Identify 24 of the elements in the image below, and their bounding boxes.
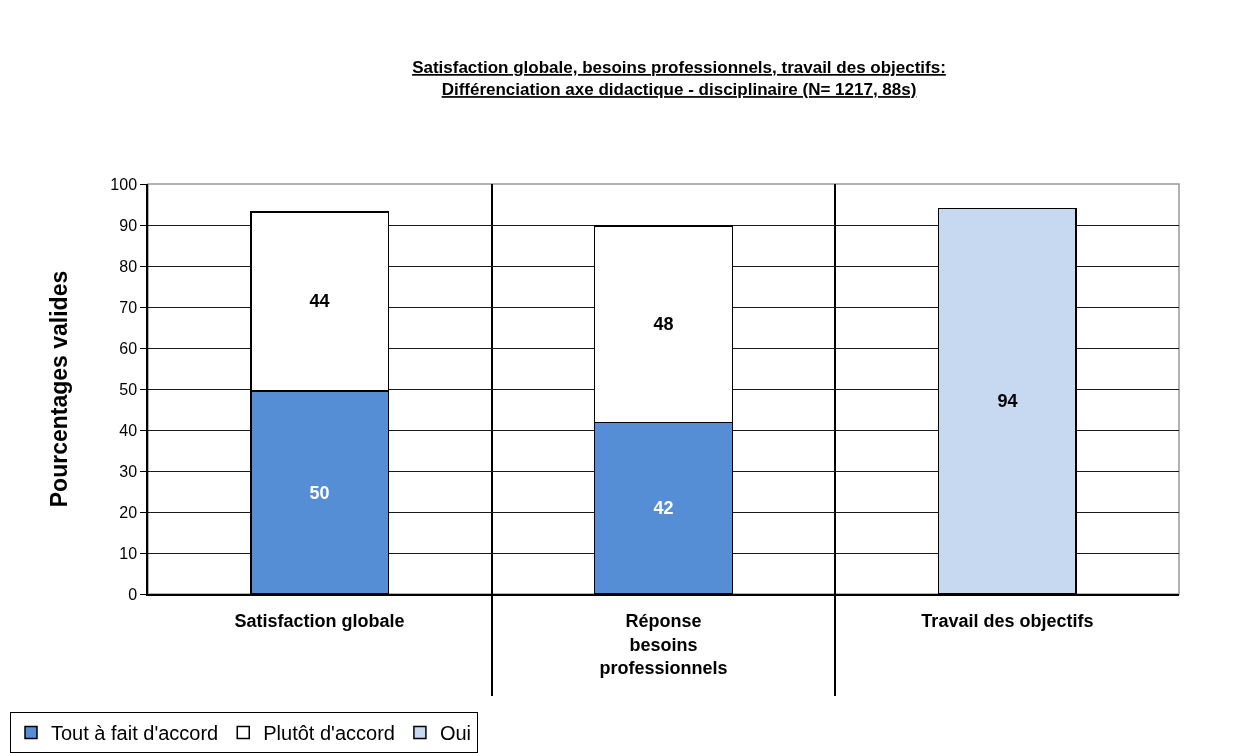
data-label: 48 [653, 314, 674, 335]
y-tick-label: 30 [119, 462, 138, 480]
y-tick-label: 20 [119, 503, 138, 521]
y-axis-title: Pourcentages valides [46, 270, 73, 508]
y-tick-label: 10 [119, 544, 138, 562]
data-label: 94 [997, 391, 1018, 412]
x-tick-label: Travail des objectifs [921, 611, 1094, 632]
chart-title: Satisfaction globale, besoins professionnels, travail des objectifs: Différenciation axe didactique - disciplinaire (N= 1217, 88s) [412, 58, 946, 100]
y-tick-label: 90 [119, 216, 138, 234]
y-tick-label: 40 [119, 421, 138, 439]
y-tick-label: 80 [119, 257, 138, 275]
y-tick-label: 0 [128, 585, 138, 603]
x-tick-label: Réponse besoins professionnels [599, 611, 728, 679]
x-tick-label: Satisfaction globale [234, 611, 405, 632]
legend-label: Plutôt d'accord [263, 722, 395, 745]
data-label: 44 [309, 291, 330, 312]
y-tick-label: 50 [119, 380, 138, 398]
y-tick-label: 100 [110, 175, 138, 193]
legend-label: Tout à fait d'accord [51, 722, 219, 745]
y-tick-label: 70 [119, 298, 138, 316]
legend-label: Oui [439, 722, 472, 745]
data-label: 42 [653, 498, 674, 519]
y-tick-label: 60 [119, 339, 138, 357]
data-label: 50 [309, 482, 330, 503]
